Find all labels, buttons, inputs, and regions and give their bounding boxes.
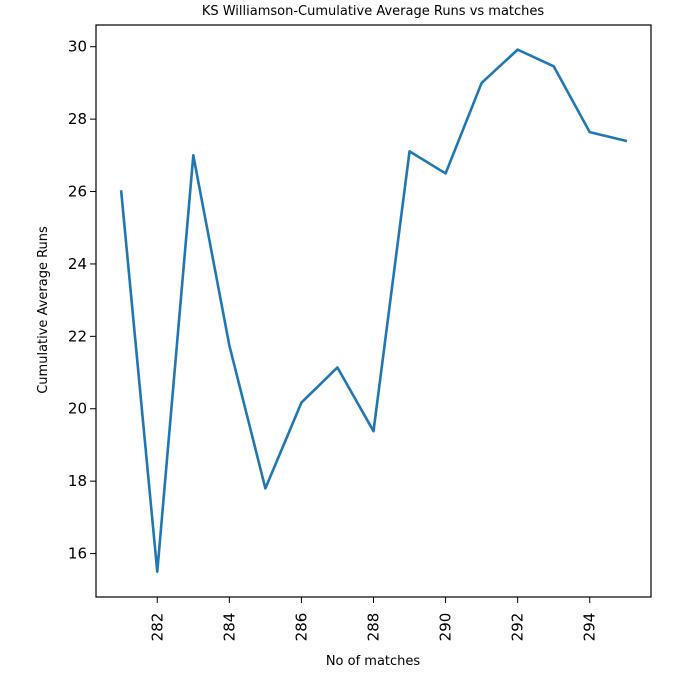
y-tick-label: 28	[68, 110, 87, 128]
x-tick-label: 292	[509, 613, 527, 642]
y-tick-label: 16	[68, 545, 87, 563]
y-tick-label: 26	[68, 183, 87, 201]
y-tick-label: 20	[68, 400, 87, 418]
y-tick-label: 30	[68, 38, 87, 56]
y-tick-label: 22	[68, 327, 87, 345]
y-tick-label: 24	[68, 255, 87, 273]
x-tick-label: 288	[365, 613, 383, 642]
y-axis: 16 18 20 22 24 26 28 30	[68, 38, 96, 563]
x-tick-label: 286	[292, 613, 310, 642]
x-tick-label: 290	[437, 613, 455, 642]
x-tick-label: 294	[581, 613, 599, 642]
y-tick-label: 18	[68, 472, 87, 490]
y-axis-label: Cumulative Average Runs	[36, 226, 51, 394]
series-layer	[119, 48, 628, 573]
x-tick-label: 282	[148, 613, 166, 642]
x-axis-label: No of matches	[326, 654, 421, 669]
chart-title: KS Williamson-Cumulative Average Runs vs…	[202, 4, 545, 19]
x-axis: 282 284 286 288 290 292 294	[148, 597, 599, 642]
x-tick-label: 284	[220, 613, 238, 642]
